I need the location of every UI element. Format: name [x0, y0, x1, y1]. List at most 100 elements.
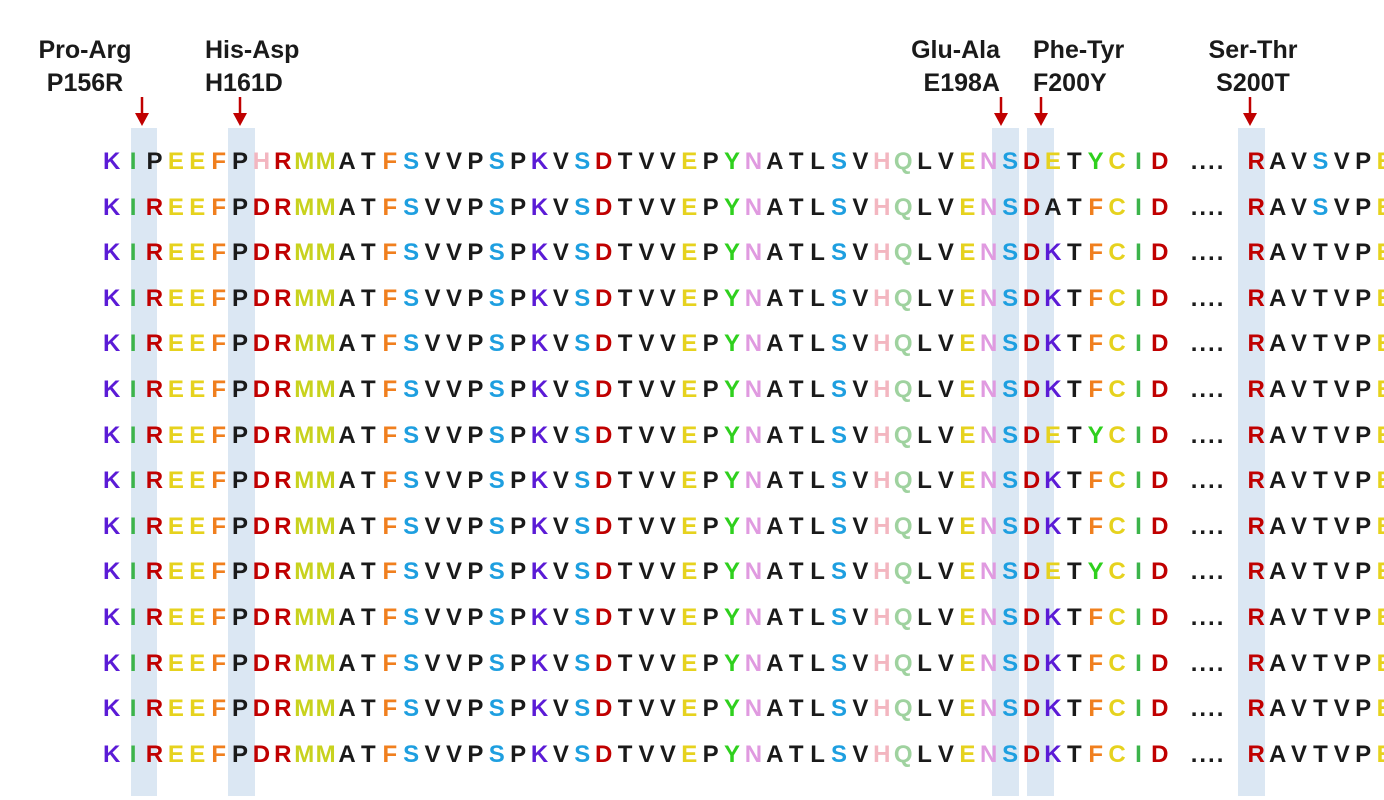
residue: T	[1313, 512, 1328, 540]
residue: P	[1355, 239, 1372, 267]
residue: P	[1355, 193, 1372, 221]
down-arrow-icon	[994, 97, 1008, 126]
residue: T	[361, 558, 376, 586]
residue: A	[338, 740, 356, 768]
residue: R	[145, 649, 164, 677]
residue: L	[917, 695, 932, 723]
residue: T	[361, 148, 376, 175]
residue: A	[1268, 695, 1287, 723]
residue: I	[1135, 695, 1142, 723]
residue: V	[1333, 512, 1350, 540]
residue: E	[167, 284, 184, 312]
residue: N	[744, 284, 763, 312]
residue: N	[980, 649, 998, 677]
residue: M	[315, 193, 336, 221]
residue: T	[1313, 649, 1328, 677]
residue: R	[1247, 695, 1265, 723]
residue: T	[361, 193, 376, 221]
residue: L	[917, 604, 932, 631]
residue: E	[167, 148, 184, 175]
residue: E	[959, 284, 976, 312]
residue: D	[1151, 376, 1169, 403]
residue: E	[681, 284, 698, 312]
residue: P	[232, 193, 249, 221]
residue: E	[959, 740, 976, 768]
residue: T	[617, 512, 633, 540]
residue: S	[403, 376, 420, 403]
residue: L	[917, 239, 932, 267]
residue: S	[830, 604, 847, 631]
sequence-row: K I P E E F P H R MM A T F S V V P S P K V S D T V V E P Y N A T L S V H Q L V…	[101, 146, 1384, 178]
residue: V	[424, 467, 441, 495]
residue: T	[788, 284, 804, 312]
residue: V	[424, 284, 441, 312]
residue: L	[917, 421, 932, 449]
residue: E	[959, 649, 976, 677]
residue: Y	[724, 284, 741, 312]
residue: K	[1044, 467, 1062, 495]
residue: T	[617, 376, 633, 403]
residue: V	[659, 421, 676, 449]
residue: E	[1374, 693, 1384, 725]
residue: V	[552, 604, 569, 631]
residue: K	[103, 467, 121, 495]
down-arrow-icon	[1034, 97, 1048, 126]
residue: V	[937, 148, 954, 175]
residue: Q	[893, 467, 913, 495]
residue: D	[595, 421, 613, 449]
residue: P	[232, 558, 249, 586]
residue: F	[1088, 649, 1103, 677]
residue: V	[1333, 376, 1350, 403]
gap-separator: ....	[1190, 740, 1226, 768]
residue: I	[129, 512, 137, 540]
residue: P	[702, 649, 719, 677]
residue: Y	[724, 512, 741, 540]
residue: P	[467, 467, 484, 495]
residue: M	[294, 284, 315, 312]
residue: F	[382, 284, 398, 312]
residue: S	[574, 193, 591, 221]
residue: E	[959, 558, 976, 586]
residue: S	[1002, 330, 1019, 358]
residue: L	[917, 558, 932, 586]
residue: A	[1268, 284, 1287, 312]
residue: P	[702, 740, 719, 768]
residue: Q	[893, 330, 913, 358]
residue: N	[980, 512, 998, 540]
residue: E	[189, 649, 206, 677]
residue: Q	[893, 558, 913, 586]
residue: P	[510, 558, 527, 586]
residue: S	[1002, 649, 1019, 677]
residue: T	[788, 604, 804, 631]
residue: C	[1108, 421, 1126, 449]
residue: V	[445, 604, 462, 631]
residue: V	[424, 512, 441, 540]
residue: L	[810, 376, 825, 403]
residue: E	[189, 330, 206, 358]
residue: I	[1135, 193, 1142, 221]
sequence-row: K I R E E F P D R MM A T F S V V P S P K V S D T V V E P Y N A T L S V H Q L V…	[101, 648, 1384, 680]
residue: V	[852, 558, 869, 586]
residue: R	[274, 376, 292, 403]
residue: A	[766, 193, 784, 221]
residue: S	[830, 148, 847, 175]
residue: V	[638, 740, 655, 768]
residue: Y	[724, 421, 741, 449]
residue: F	[1088, 330, 1103, 358]
residue: T	[788, 148, 804, 175]
residue: V	[552, 239, 569, 267]
residue: F	[211, 740, 226, 768]
residue: E	[1374, 648, 1384, 680]
residue: A	[766, 284, 784, 312]
residue: F	[211, 467, 226, 495]
residue: M	[315, 284, 336, 312]
residue: S	[488, 467, 505, 495]
residue: D	[252, 239, 271, 267]
residue: P	[232, 649, 249, 677]
residue: D	[1151, 558, 1169, 586]
residue: V	[937, 512, 954, 540]
residue: A	[338, 512, 356, 540]
residue: A	[1268, 239, 1287, 267]
residue: I	[1135, 649, 1142, 677]
residue: D	[252, 421, 271, 449]
